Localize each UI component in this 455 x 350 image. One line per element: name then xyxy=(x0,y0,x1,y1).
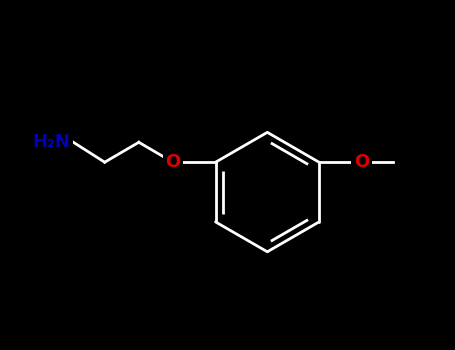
Text: H₂N: H₂N xyxy=(33,133,71,151)
Text: O: O xyxy=(354,153,369,171)
Text: O: O xyxy=(165,153,181,171)
